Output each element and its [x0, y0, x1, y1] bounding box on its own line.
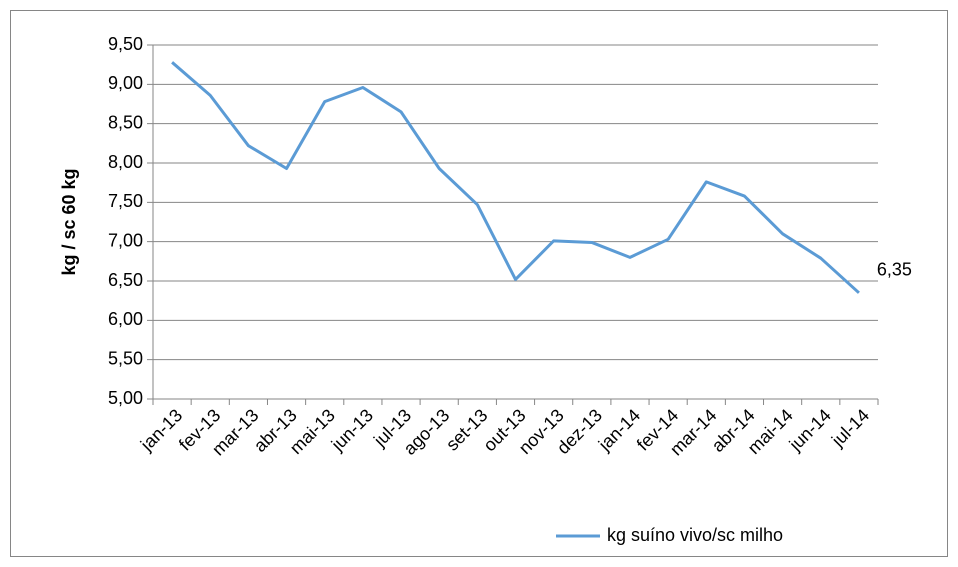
y-axis-label: kg / sc 60 kg [59, 168, 79, 275]
y-tick-label: 9,00 [108, 73, 143, 93]
series-line [171, 61, 860, 294]
y-tick-label: 7,00 [108, 230, 143, 250]
legend-label: kg suíno vivo/sc milho [607, 525, 783, 545]
y-tick-label: 8,50 [108, 112, 143, 132]
y-tick-label: 9,50 [108, 34, 143, 54]
data-label: 6,35 [877, 260, 912, 280]
y-tick-label: 6,00 [108, 309, 143, 329]
y-tick-label: 7,50 [108, 191, 143, 211]
y-tick-label: 5,00 [108, 388, 143, 408]
y-tick-label: 8,00 [108, 152, 143, 172]
y-tick-label: 5,50 [108, 348, 143, 368]
y-tick-label: 6,50 [108, 270, 143, 290]
chart-border [10, 10, 948, 557]
